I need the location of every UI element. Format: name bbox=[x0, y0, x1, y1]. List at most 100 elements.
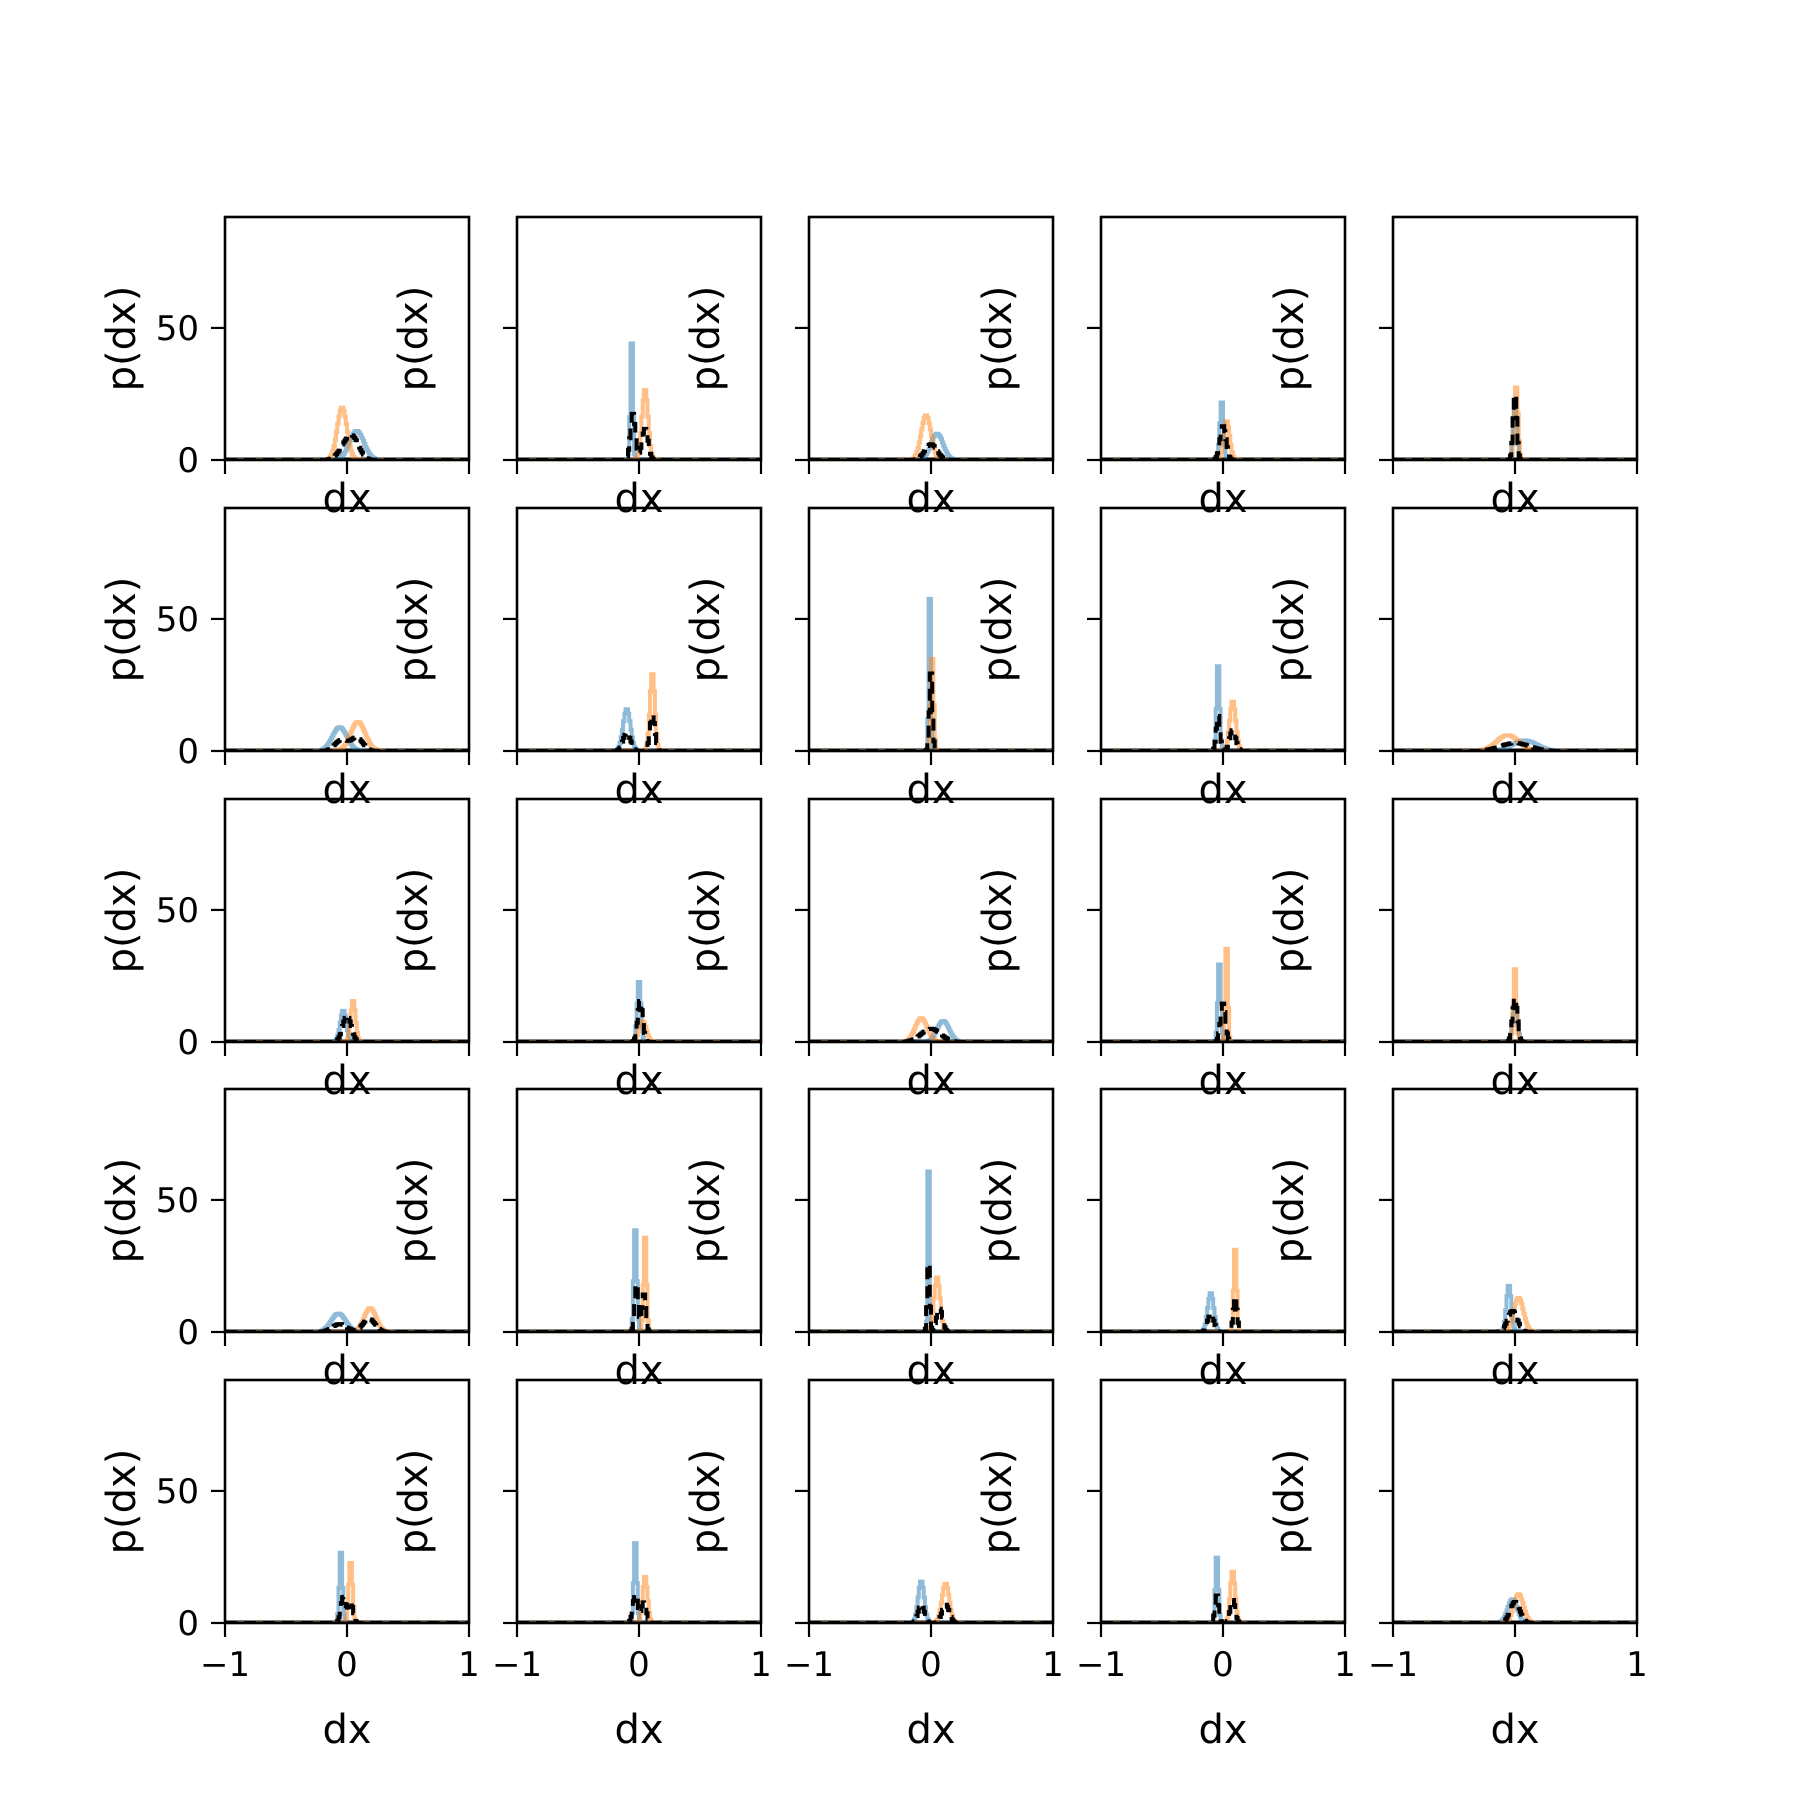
series-dashed-line bbox=[517, 1282, 761, 1332]
series-blue-line bbox=[225, 1311, 469, 1332]
series-dashed-line bbox=[225, 1316, 469, 1332]
series-orange-line bbox=[517, 388, 761, 460]
x-axis-label: dx bbox=[1198, 1058, 1247, 1104]
series-orange-line bbox=[517, 672, 761, 751]
series-orange-line bbox=[225, 720, 469, 751]
y-axis-label: p(dx) bbox=[391, 868, 437, 974]
series-dashed-line bbox=[1101, 1295, 1345, 1332]
subplot-r1-c1: 0 50 dx p(dx) bbox=[99, 215, 471, 522]
x-tick-label: 1 bbox=[458, 1645, 480, 1685]
x-axis-label: dx bbox=[906, 1707, 955, 1753]
subplot-r2-c4: dx p(dx) bbox=[975, 506, 1347, 813]
y-tick-label: 0 bbox=[177, 441, 199, 481]
subplot-r4-c2: dx p(dx) bbox=[391, 1087, 763, 1394]
x-axis-label: dx bbox=[1198, 767, 1247, 813]
subplot-r3-c3: dx p(dx) bbox=[683, 797, 1055, 1104]
series-dashed-line bbox=[1393, 996, 1637, 1042]
x-axis-label: dx bbox=[614, 767, 663, 813]
y-axis-label: p(dx) bbox=[975, 286, 1021, 392]
series-orange-line bbox=[1393, 1592, 1637, 1623]
series-dashed-line bbox=[225, 433, 469, 460]
series-orange-line bbox=[1393, 967, 1637, 1042]
series-group bbox=[225, 999, 469, 1042]
y-axis-label: p(dx) bbox=[1267, 1158, 1313, 1264]
series-orange-line bbox=[809, 1581, 1053, 1623]
subplot-r5-c4: −1 0 1 dx p(dx) bbox=[975, 1378, 1356, 1753]
series-orange-line bbox=[1393, 385, 1637, 460]
subplot-r3-c1: 0 50 dx p(dx) bbox=[99, 797, 471, 1104]
y-tick-label: 0 bbox=[177, 1313, 199, 1353]
subplot-r3-c2: dx p(dx) bbox=[391, 797, 763, 1104]
x-axis-label: dx bbox=[1490, 1058, 1539, 1104]
series-blue-line bbox=[225, 1008, 469, 1042]
series-group bbox=[225, 1306, 469, 1332]
subplot-r4-c1: 0 50 dx p(dx) bbox=[99, 1087, 471, 1394]
x-axis-label: dx bbox=[614, 1348, 663, 1394]
series-group bbox=[517, 980, 761, 1042]
x-axis-label: dx bbox=[614, 1058, 663, 1104]
series-orange-line bbox=[809, 1275, 1053, 1332]
x-tick-label: 0 bbox=[628, 1645, 650, 1685]
series-orange-line bbox=[809, 1016, 1053, 1042]
series-orange-line bbox=[1393, 733, 1637, 751]
series-blue-line bbox=[1101, 1291, 1345, 1332]
series-dashed-line bbox=[809, 1262, 1053, 1332]
series-dashed-line bbox=[1101, 1001, 1345, 1042]
series-group bbox=[225, 720, 469, 751]
series-dashed-line bbox=[1101, 1593, 1345, 1623]
y-axis-label: p(dx) bbox=[1267, 868, 1313, 974]
x-axis-label: dx bbox=[1490, 1707, 1539, 1753]
series-dashed-line bbox=[1393, 1600, 1637, 1623]
series-dashed-line bbox=[809, 671, 1053, 751]
y-axis-label: p(dx) bbox=[1267, 577, 1313, 683]
series-blue-line bbox=[809, 596, 1053, 751]
subplot-r5-c3: −1 0 1 dx p(dx) bbox=[683, 1378, 1064, 1753]
subplot-r2-c3: dx p(dx) bbox=[683, 506, 1055, 813]
y-axis-label: p(dx) bbox=[975, 868, 1021, 974]
series-dashed-line bbox=[517, 999, 761, 1042]
y-axis-label: p(dx) bbox=[99, 577, 145, 683]
series-group bbox=[225, 405, 469, 460]
x-axis-label: dx bbox=[1198, 1707, 1247, 1753]
y-axis-label: p(dx) bbox=[683, 286, 729, 392]
y-axis-label: p(dx) bbox=[99, 868, 145, 974]
x-axis-label: dx bbox=[906, 767, 955, 813]
subplot-r4-c4: dx p(dx) bbox=[975, 1087, 1347, 1394]
x-tick-label: 0 bbox=[336, 1645, 358, 1685]
series-blue-line bbox=[1101, 400, 1345, 460]
y-axis-label: p(dx) bbox=[391, 577, 437, 683]
y-axis-label: p(dx) bbox=[975, 1449, 1021, 1555]
x-axis-label: dx bbox=[906, 1348, 955, 1394]
series-orange-line bbox=[809, 657, 1053, 751]
axes-frame bbox=[1391, 1378, 1639, 1625]
y-axis-label: p(dx) bbox=[99, 1449, 145, 1555]
subplot-r2-c2: dx p(dx) bbox=[391, 506, 763, 813]
series-group bbox=[1393, 1592, 1637, 1623]
x-tick-label: −1 bbox=[200, 1645, 250, 1685]
series-dashed-line bbox=[1101, 714, 1345, 751]
series-orange-line bbox=[225, 1306, 469, 1332]
series-orange-line bbox=[225, 1561, 469, 1623]
series-dashed-line bbox=[225, 735, 469, 751]
subplot-r4-c3: dx p(dx) bbox=[683, 1087, 1055, 1394]
y-tick-label: 0 bbox=[177, 1604, 199, 1644]
x-tick-label: 1 bbox=[1042, 1645, 1064, 1685]
subplot-r1-c4: dx p(dx) bbox=[975, 215, 1347, 522]
x-tick-label: −1 bbox=[492, 1645, 542, 1685]
series-dashed-line bbox=[809, 442, 1053, 460]
series-group bbox=[1393, 1283, 1637, 1332]
y-tick-label: 0 bbox=[177, 732, 199, 772]
subplot-r1-c3: dx p(dx) bbox=[683, 215, 1055, 522]
series-dashed-line bbox=[517, 411, 761, 460]
x-axis-label: dx bbox=[614, 1707, 663, 1753]
y-axis-label: p(dx) bbox=[975, 577, 1021, 683]
x-tick-label: 0 bbox=[1504, 1645, 1526, 1685]
y-tick-label: 0 bbox=[177, 1023, 199, 1063]
x-axis-label: dx bbox=[1490, 1348, 1539, 1394]
subplot-r2-c1: 0 50 dx p(dx) bbox=[99, 506, 471, 813]
series-orange-line bbox=[1101, 946, 1345, 1042]
series-blue-line bbox=[1393, 1004, 1637, 1042]
x-axis-label: dx bbox=[1490, 476, 1539, 522]
series-group bbox=[809, 413, 1053, 460]
